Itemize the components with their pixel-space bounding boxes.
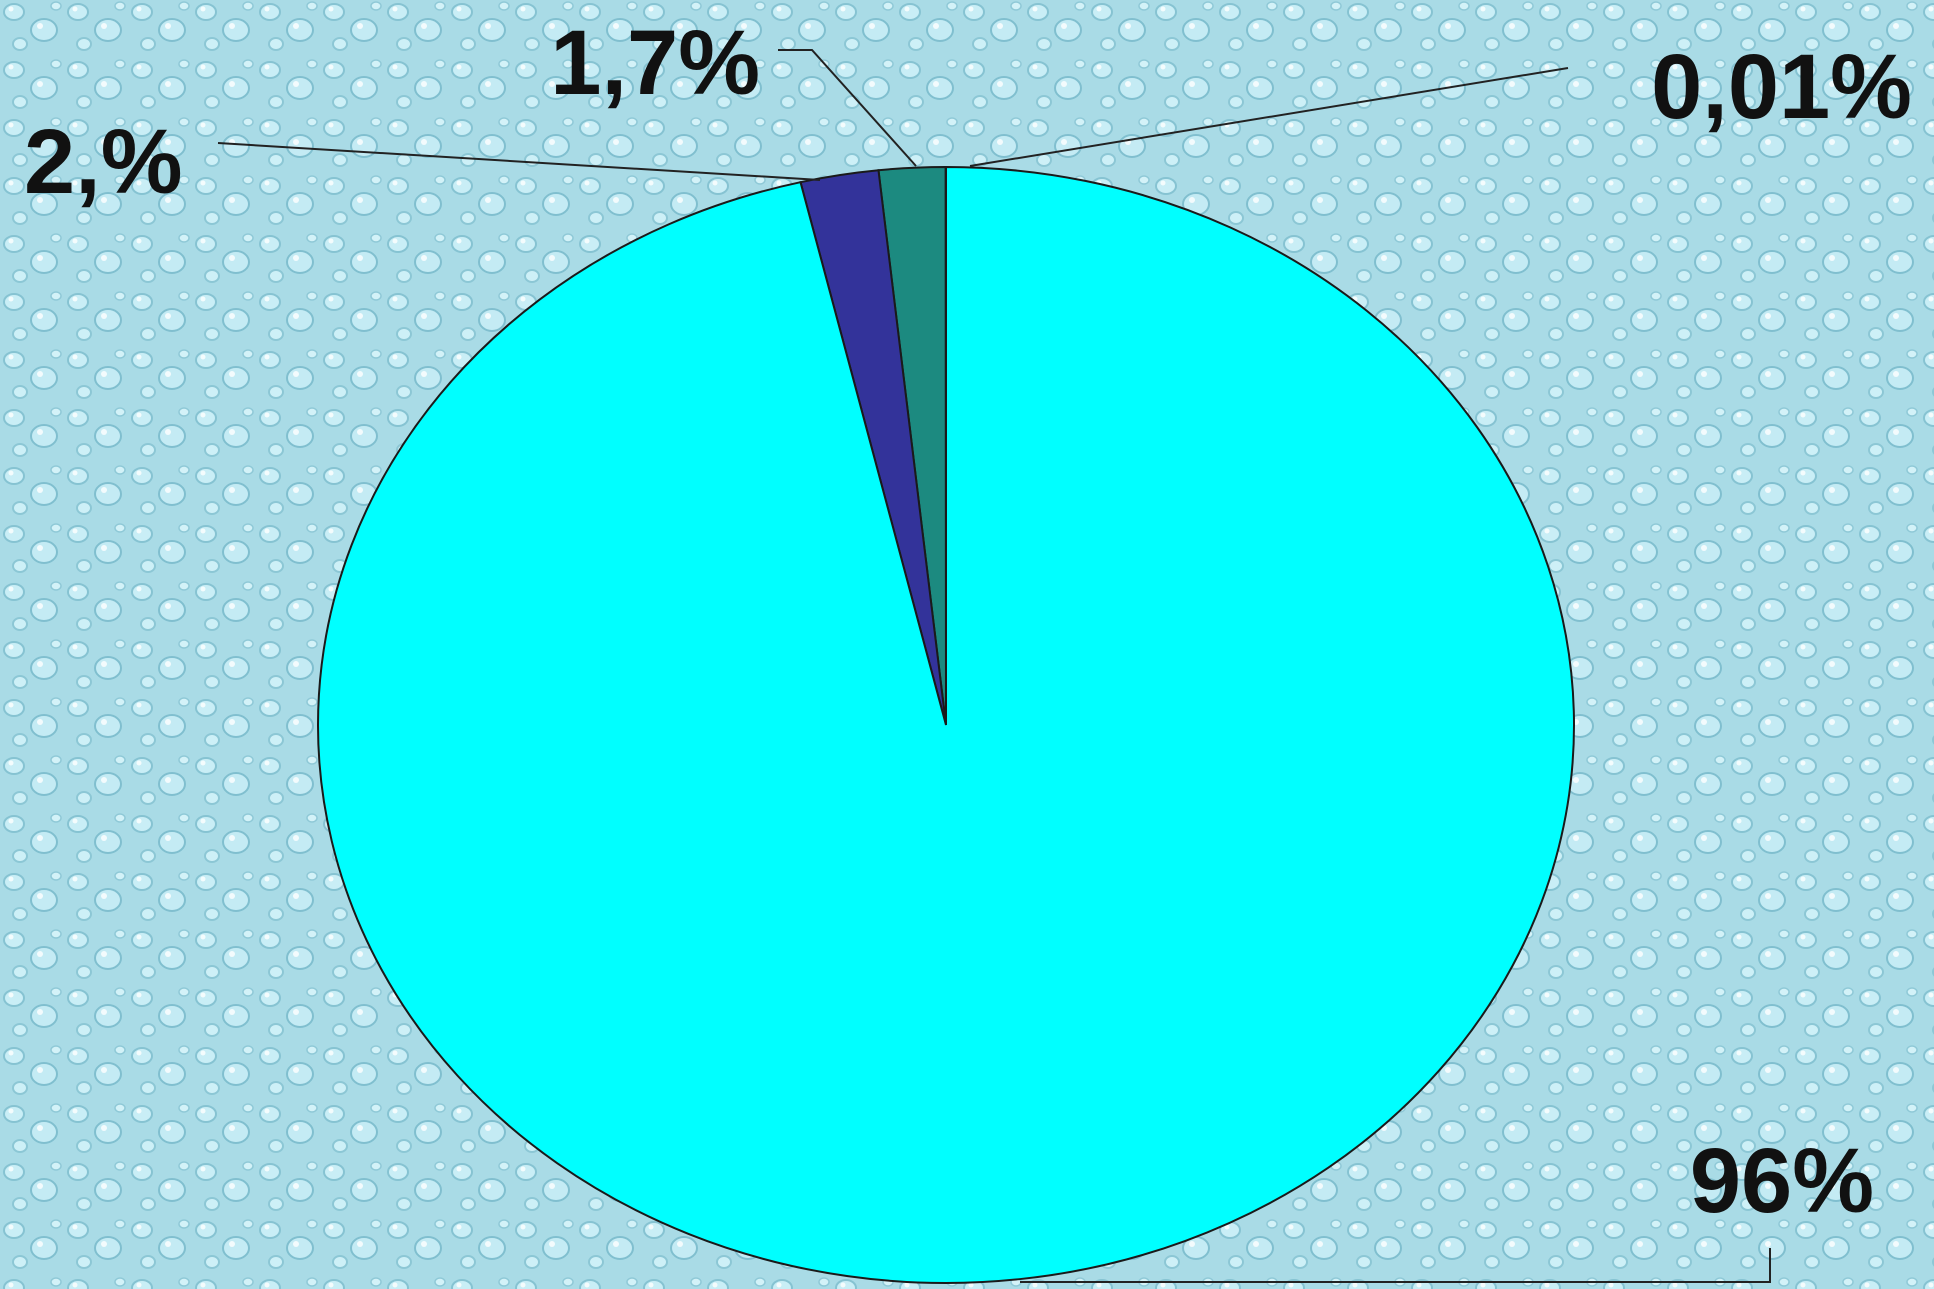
slice-label: 2,% — [24, 111, 183, 213]
leader-lines — [217, 49, 1771, 1283]
leader-line — [217, 142, 821, 181]
pie-slices — [317, 165, 1575, 1284]
slice-label: 1,7% — [550, 12, 760, 114]
slice-label: 96% — [1690, 1130, 1874, 1232]
pie-slice — [317, 165, 1575, 1284]
leader-line — [969, 67, 1569, 167]
slice-labels: 0,01% 1,7% 2,% 96% — [24, 12, 1912, 1232]
leader-line — [1020, 1248, 1771, 1283]
leader-line — [778, 49, 917, 167]
slice-label: 0,01% — [1651, 36, 1912, 138]
